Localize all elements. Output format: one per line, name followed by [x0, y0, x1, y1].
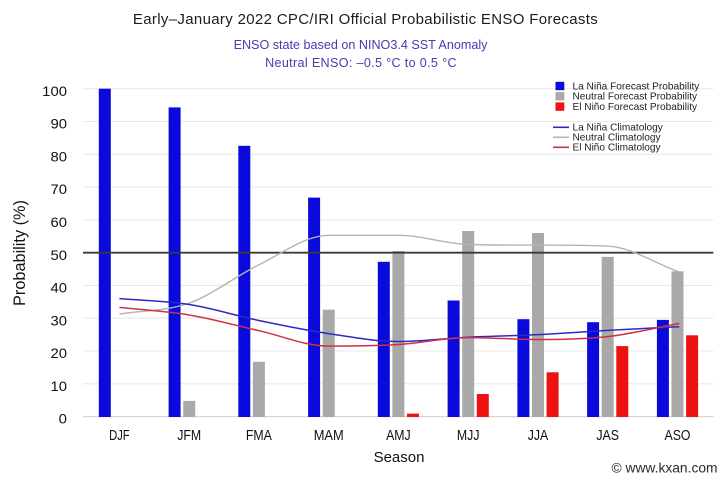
svg-text:50: 50 — [51, 247, 68, 263]
svg-text:Early–January 2022 CPC/IRI Off: Early–January 2022 CPC/IRI Official Prob… — [133, 11, 598, 28]
svg-text:FMA: FMA — [246, 428, 272, 444]
svg-text:MJJ: MJJ — [457, 428, 480, 444]
svg-text:Probability (%): Probability (%) — [11, 200, 29, 306]
svg-text:El Niño Forecast Probability: El Niño Forecast Probability — [573, 102, 698, 113]
svg-text:La Niña Climatology: La Niña Climatology — [573, 123, 664, 134]
svg-text:La Niña Forecast Probability: La Niña Forecast Probability — [573, 81, 701, 92]
svg-text:70: 70 — [51, 181, 68, 197]
svg-text:Neutral Climatology: Neutral Climatology — [573, 133, 662, 144]
svg-text:80: 80 — [51, 148, 68, 164]
svg-text:Neutral ENSO: –0.5 °C to 0.5 °: Neutral ENSO: –0.5 °C to 0.5 °C — [265, 56, 457, 70]
svg-text:10: 10 — [51, 378, 68, 394]
svg-text:ENSO state based on NINO3.4 SS: ENSO state based on NINO3.4 SST Anomaly — [234, 38, 489, 52]
svg-text:JJA: JJA — [528, 428, 549, 444]
svg-text:MAM: MAM — [314, 428, 344, 444]
svg-text:40: 40 — [51, 280, 68, 296]
svg-text:Season: Season — [374, 449, 425, 466]
svg-text:60: 60 — [51, 214, 68, 230]
svg-text:© www.kxan.com: © www.kxan.com — [612, 460, 718, 475]
svg-text:JAS: JAS — [596, 428, 619, 444]
svg-text:JFM: JFM — [177, 428, 201, 444]
svg-text:ASO: ASO — [665, 428, 691, 444]
svg-text:DJF: DJF — [109, 428, 130, 444]
svg-text:90: 90 — [51, 116, 68, 132]
svg-text:El Niño Climatology: El Niño Climatology — [573, 143, 662, 154]
svg-text:30: 30 — [51, 312, 68, 328]
svg-text:100: 100 — [42, 83, 67, 99]
svg-text:Neutral Forecast Probability: Neutral Forecast Probability — [573, 92, 698, 103]
svg-text:AMJ: AMJ — [386, 428, 411, 444]
svg-text:20: 20 — [51, 345, 68, 361]
svg-text:0: 0 — [59, 411, 68, 427]
